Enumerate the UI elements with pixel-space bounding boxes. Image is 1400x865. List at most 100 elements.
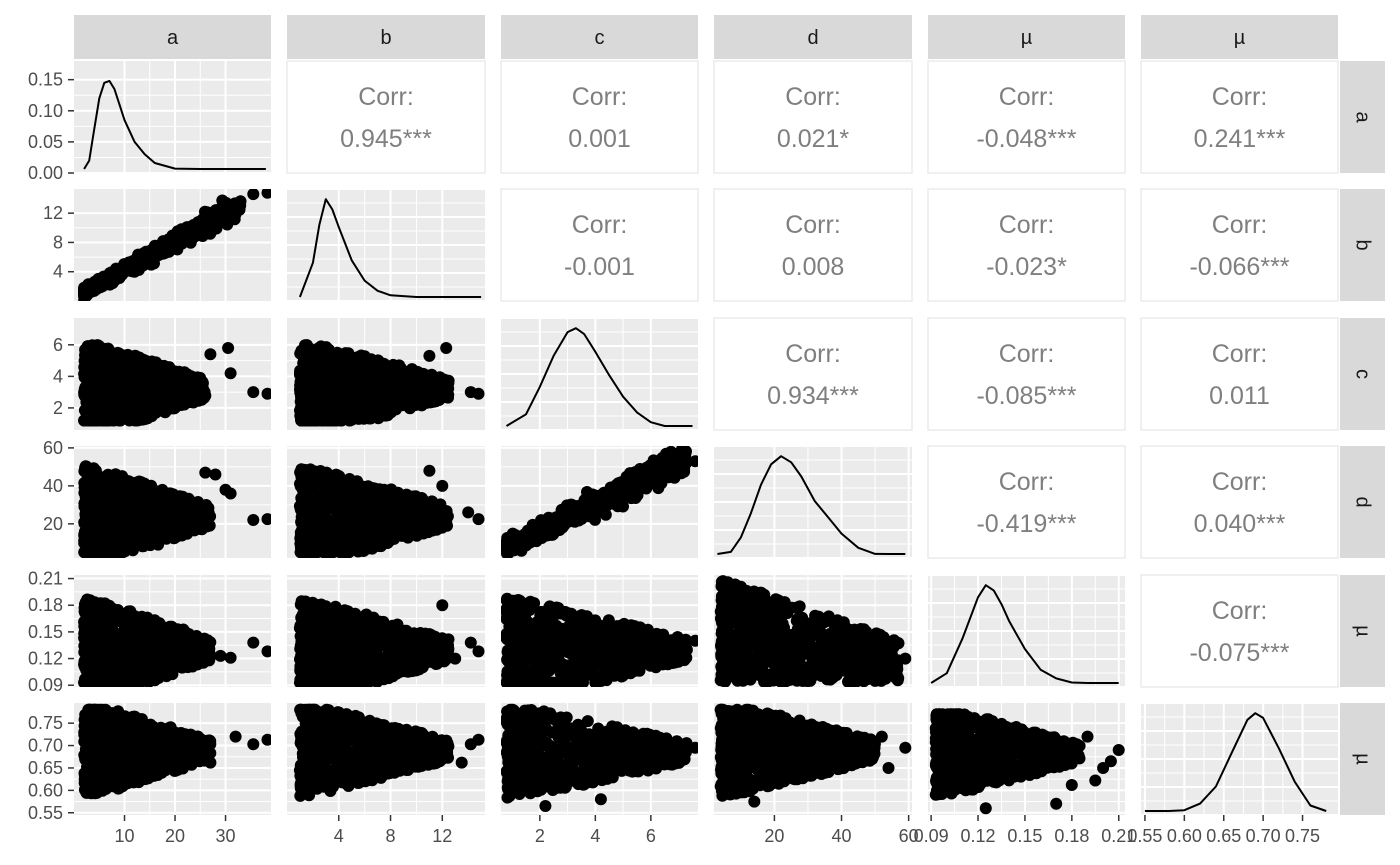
point	[627, 479, 640, 492]
point	[137, 249, 149, 262]
point	[122, 373, 135, 386]
point	[101, 345, 114, 358]
point	[301, 358, 314, 371]
point	[653, 469, 666, 482]
point	[341, 497, 354, 510]
corr-panel-background	[713, 60, 913, 174]
point	[129, 610, 142, 623]
corr-label: Corr:	[1212, 211, 1268, 239]
panel-r4-c0	[74, 575, 271, 687]
point	[261, 189, 271, 199]
point	[313, 468, 326, 481]
point	[78, 528, 91, 541]
point	[116, 642, 129, 655]
point	[85, 468, 98, 481]
point	[198, 502, 211, 515]
panels-layer: Corr:0.945***Corr:0.001Corr:0.021*Corr:-…	[74, 60, 1339, 816]
scatter-points	[501, 446, 698, 558]
point	[582, 506, 595, 519]
corr-label: Corr:	[999, 211, 1055, 239]
panel-r2-c2	[501, 317, 698, 431]
point	[140, 360, 153, 373]
point	[123, 414, 136, 427]
point	[689, 455, 698, 468]
point	[174, 660, 187, 673]
point	[140, 378, 153, 391]
point	[425, 515, 438, 528]
point	[340, 524, 353, 537]
point	[462, 506, 475, 519]
panel-background	[74, 61, 271, 173]
point	[322, 414, 335, 427]
scatter-points	[293, 595, 485, 687]
point	[554, 510, 566, 522]
panel-r0-c1: Corr:0.945***	[286, 60, 486, 174]
corr-label: Corr:	[999, 340, 1055, 368]
point	[373, 378, 386, 391]
corr-label: Corr:	[572, 83, 628, 111]
point	[177, 369, 190, 382]
point	[86, 655, 99, 668]
point	[87, 278, 100, 291]
point	[140, 654, 153, 667]
point	[300, 512, 313, 525]
point	[96, 483, 109, 496]
point	[325, 373, 338, 386]
point	[413, 371, 426, 384]
point	[358, 398, 371, 411]
point	[85, 546, 98, 558]
point	[402, 400, 415, 413]
corr-panel-background	[927, 317, 1126, 431]
point	[596, 498, 609, 510]
point	[100, 374, 113, 387]
point	[158, 524, 171, 537]
point	[402, 519, 415, 532]
point	[175, 640, 188, 653]
corr-value: 0.008	[782, 253, 845, 281]
point	[322, 343, 335, 356]
scatter-points	[78, 189, 271, 301]
point	[295, 492, 308, 505]
point	[472, 513, 485, 526]
point	[106, 606, 119, 619]
point	[190, 385, 203, 398]
point	[363, 542, 376, 555]
panel-r3-c4: Corr:-0.419***	[927, 445, 1126, 559]
point	[318, 358, 331, 371]
scatter-points	[293, 463, 485, 558]
point	[502, 539, 515, 552]
point	[178, 228, 191, 241]
corr-panel-background	[286, 60, 486, 174]
point	[392, 486, 404, 499]
point	[357, 506, 369, 519]
point	[372, 411, 384, 424]
corr-value: 0.001	[568, 125, 631, 153]
panel-r4-c1	[287, 575, 485, 687]
point	[116, 538, 129, 551]
point	[94, 411, 106, 424]
point	[261, 645, 271, 658]
point	[214, 649, 227, 662]
point	[138, 524, 151, 537]
point	[219, 483, 232, 496]
point	[199, 466, 212, 479]
point	[413, 497, 425, 510]
point	[190, 223, 203, 236]
corr-label: Corr:	[999, 83, 1055, 111]
point	[352, 490, 365, 503]
point	[112, 354, 125, 367]
point	[134, 508, 147, 521]
panel-r2-c4: Corr:-0.085***	[927, 317, 1126, 431]
point	[362, 356, 375, 368]
corr-value: 0.934***	[767, 382, 859, 410]
point	[393, 397, 406, 410]
corr-panel-background	[1140, 317, 1339, 431]
point	[436, 479, 449, 492]
point	[294, 546, 307, 558]
corr-value: -0.066***	[1189, 253, 1289, 281]
corr-label: Corr:	[572, 211, 628, 239]
point	[187, 637, 200, 650]
point	[207, 214, 220, 227]
panel-r3-c0	[74, 446, 271, 558]
